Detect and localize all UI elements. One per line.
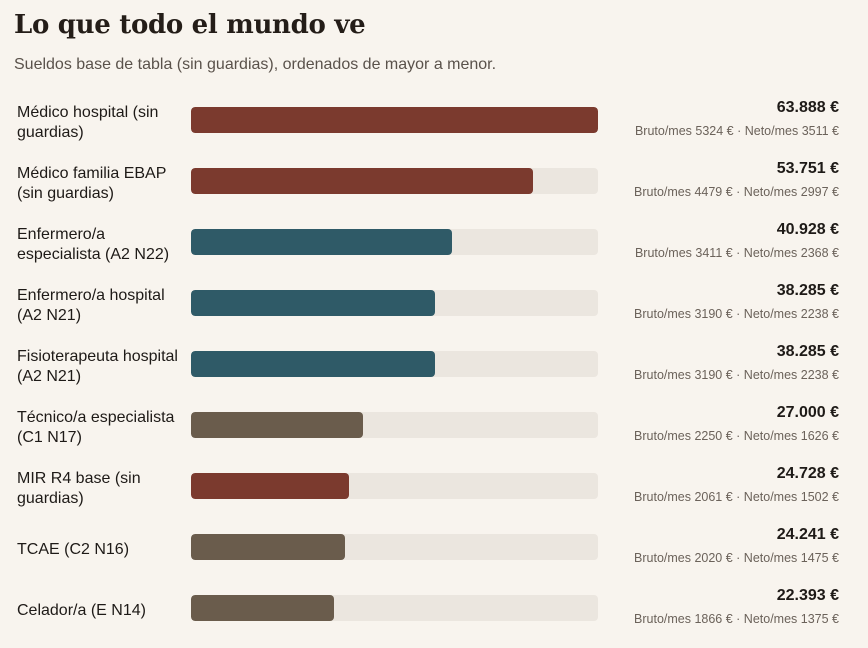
bar — [191, 229, 452, 255]
bar-detail-label: Bruto/mes 1866 € · Neto/mes 1375 € — [634, 612, 839, 626]
chart-subtitle: Sueldos base de tabla (sin guardias), or… — [14, 56, 497, 73]
bar-label: Médico hospital (sin guardias) — [17, 103, 159, 141]
bar-detail-label: Bruto/mes 5324 € · Neto/mes 3511 € — [634, 124, 839, 138]
bar-detail-label: Bruto/mes 3190 € · Neto/mes 2238 € — [634, 368, 839, 382]
bar-detail-label: Bruto/mes 3190 € · Neto/mes 2238 € — [634, 307, 839, 321]
bar-label: Fisioterapeuta hospital (A2 N21) — [17, 347, 178, 385]
bar-value-label: 24.728 € — [776, 465, 839, 482]
bar-label: Enfermero/a especialista (A2 N22) — [17, 225, 170, 263]
bar-row: Enfermero/a hospital (A2 N21) 38.285 € Bru… — [0, 275, 868, 336]
bar-detail-label: Bruto/mes 2250 € · Neto/mes 1626 € — [634, 429, 839, 443]
bar-detail-label: Bruto/mes 4479 € · Neto/mes 2997 € — [634, 185, 839, 199]
bar-track — [191, 534, 598, 560]
bar-value-label: 38.285 € — [776, 343, 839, 360]
bar-value-label: 53.751 € — [776, 160, 839, 177]
bar-label: Celador/a (E N14) — [17, 601, 146, 619]
bar-value-label: 63.888 € — [776, 99, 839, 116]
bar-track — [191, 412, 598, 438]
bar-row: Celador/a (E N14) 22.393 € Bruto/mes 1866 … — [0, 580, 868, 641]
bar — [191, 412, 363, 438]
bar — [191, 473, 349, 499]
bar-row: Médico hospital (sin guardias) 63.888 € Br… — [0, 92, 868, 153]
bar-row: TCAE (C2 N16) 24.241 € Bruto/mes 2020 € · … — [0, 519, 868, 580]
bar-row: Médico familia EBAP (sin guardias) 53.751… — [0, 153, 868, 214]
bar-track — [191, 229, 598, 255]
bar-label: Médico familia EBAP (sin guardias) — [17, 164, 167, 202]
bar-value-label: 38.285 € — [776, 282, 839, 299]
bar-row: MIR R4 base (sin guardias) 24.728 € Bruto/… — [0, 458, 868, 519]
bar-value-label: 27.000 € — [776, 404, 839, 421]
bar-value-label: 22.393 € — [776, 587, 839, 604]
bar — [191, 290, 435, 316]
bar-label: TCAE (C2 N16) — [17, 540, 130, 558]
bar-row: Técnico/a especialista (C1 N17) 27.000 € B… — [0, 397, 868, 458]
bar — [191, 595, 334, 621]
bar-detail-label: Bruto/mes 3411 € · Neto/mes 2368 € — [634, 246, 839, 260]
bar-detail-label: Bruto/mes 2020 € · Neto/mes 1475 € — [634, 551, 839, 565]
bar — [191, 351, 435, 377]
bar-track — [191, 168, 598, 194]
bar-label: MIR R4 base (sin guardias) — [17, 469, 141, 507]
bar — [191, 107, 598, 133]
bar-track — [191, 473, 598, 499]
bar-track — [191, 595, 598, 621]
bar-chart: Médico hospital (sin guardias) 63.888 € Br… — [0, 92, 868, 641]
bar-row: Fisioterapeuta hospital (A2 N21) 38.285 €… — [0, 336, 868, 397]
bar-track — [191, 107, 598, 133]
bar-track — [191, 290, 598, 316]
bar-value-label: 40.928 € — [776, 221, 839, 238]
bar-label: Técnico/a especialista (C1 N17) — [17, 408, 175, 446]
bar-label: Enfermero/a hospital (A2 N21) — [17, 286, 165, 324]
bar-row: Enfermero/a especialista (A2 N22) 40.928 … — [0, 214, 868, 275]
bar-detail-label: Bruto/mes 2061 € · Neto/mes 1502 € — [634, 490, 839, 504]
bar — [191, 168, 533, 194]
bar-track — [191, 351, 598, 377]
bar — [191, 534, 345, 560]
bar-value-label: 24.241 € — [776, 526, 839, 543]
chart-title: Lo que todo el mundo ve — [14, 10, 366, 40]
